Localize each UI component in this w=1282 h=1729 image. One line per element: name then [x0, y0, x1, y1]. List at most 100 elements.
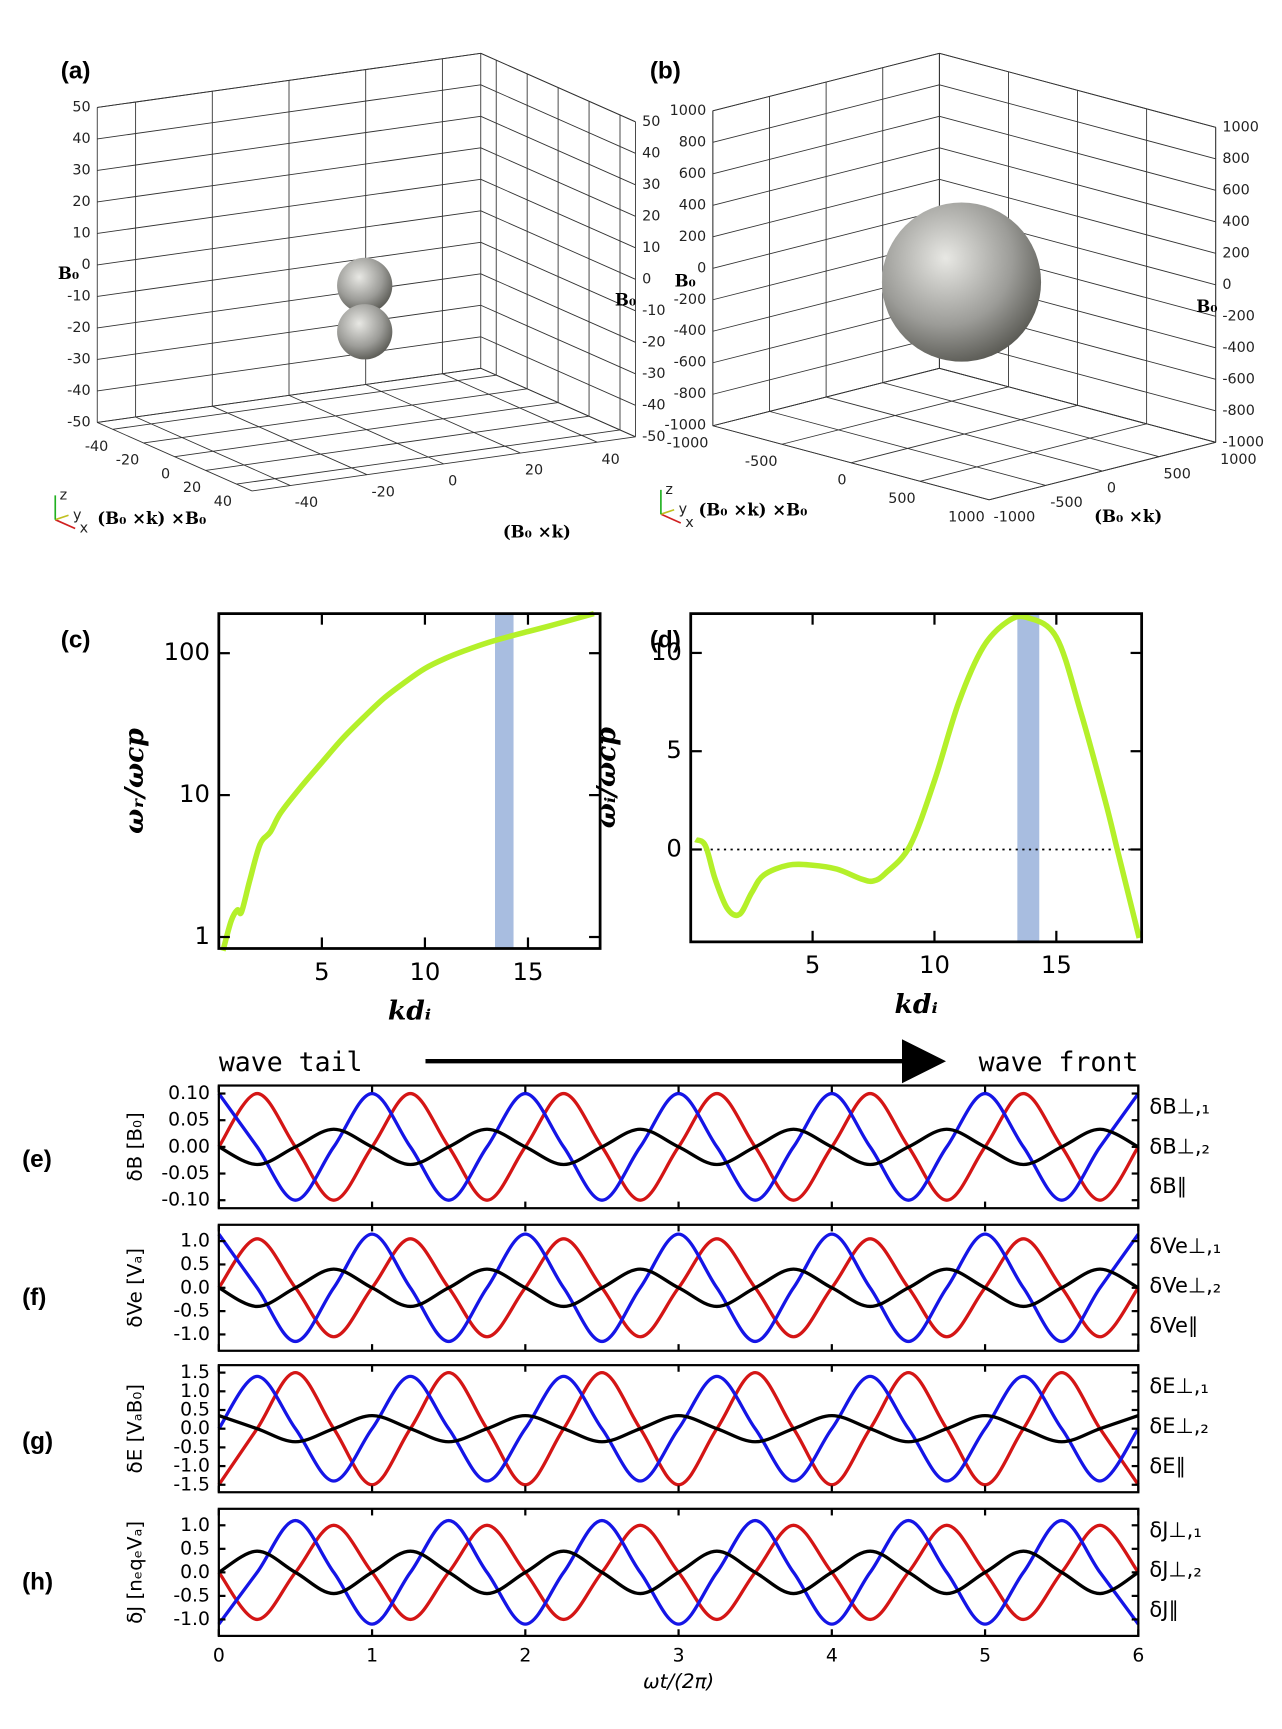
- z-tick-label: 30: [72, 162, 90, 178]
- orientation-label: y: [679, 502, 688, 518]
- z-tick-label: 20: [72, 194, 90, 210]
- z-tick-label: -20: [642, 334, 665, 350]
- orientation-label: y: [73, 507, 82, 523]
- legend-entry: δB∥: [1149, 1174, 1187, 1198]
- highlight-band: [1017, 613, 1040, 942]
- y-tick-label: 0.00: [168, 1136, 210, 1157]
- x-tick-label: 20: [525, 463, 543, 479]
- panel-label: (g): [22, 1428, 53, 1455]
- y-tick-label: 0.05: [168, 1110, 210, 1131]
- z-tick-label: 40: [72, 131, 90, 147]
- data-line: [217, 1374, 1140, 1483]
- y-tick-label: 1.5: [180, 1362, 210, 1383]
- grid-line: [174, 402, 559, 458]
- x-axis-label: (B₀ ×k): [503, 521, 571, 541]
- y-tick-label: 100: [164, 637, 210, 666]
- z-tick-label: -50: [67, 414, 90, 430]
- z-tick-label: -10: [67, 288, 90, 304]
- z-axis-label: B₀: [615, 289, 636, 309]
- z-tick-label: 200: [679, 229, 706, 245]
- z-tick-label: -400: [674, 323, 707, 339]
- panel-label: (b): [650, 58, 681, 85]
- z-tick-label: -10: [642, 303, 665, 319]
- isosurface: [337, 257, 393, 314]
- z-tick-label: 600: [679, 166, 706, 182]
- x-axis-label: ωt/(2π): [643, 1670, 714, 1693]
- y-tick-label: 1.0: [180, 1231, 210, 1252]
- z-tick-label: 800: [679, 134, 706, 150]
- x-axis-label: kdᵢ: [388, 996, 431, 1027]
- isosurface: [337, 304, 393, 360]
- x-tick-label: 15: [513, 957, 544, 986]
- z-tick-label: 1000: [1222, 119, 1259, 135]
- panel-label: (h): [22, 1568, 53, 1595]
- data-line: [218, 1413, 1139, 1444]
- grid-line: [205, 415, 590, 471]
- y-tick-label: 40: [214, 494, 232, 510]
- legend-entry: δJ⊥,₂: [1149, 1558, 1201, 1582]
- z-tick-label: -600: [674, 355, 707, 371]
- y-tick-label: 1000: [948, 509, 985, 525]
- orientation-axis: [54, 514, 69, 521]
- x-tick-label: 500: [1163, 466, 1190, 482]
- z-tick-label: 0: [81, 257, 90, 273]
- isosurface: [881, 202, 1042, 362]
- x-tick-label: 5: [314, 957, 329, 986]
- grid-line: [850, 404, 1078, 464]
- data-line: [220, 610, 595, 952]
- data-line: [218, 1127, 1140, 1167]
- legend-entry: δE⊥,₂: [1149, 1414, 1208, 1438]
- panel-label: (c): [61, 627, 91, 654]
- z-tick-label: 40: [642, 145, 660, 161]
- x-tick-label: -500: [1050, 495, 1083, 511]
- z-tick-label: -800: [1222, 403, 1255, 419]
- y-axis-label: δB [B₀]: [123, 1112, 146, 1181]
- z-tick-label: -600: [1222, 371, 1255, 387]
- x-tick-label: 0: [1107, 481, 1116, 497]
- z-axis-label: B₀: [1196, 296, 1217, 316]
- grid-line: [112, 374, 497, 430]
- x-tick-label: 10: [409, 957, 440, 986]
- x-axis-label: (B₀ ×k) ×B₀: [698, 499, 807, 519]
- grid-line: [712, 367, 940, 427]
- y-axis-label: δVe [Vₐ]: [123, 1248, 146, 1328]
- plot-frame: [689, 612, 1144, 944]
- panel-label: (d): [650, 627, 681, 654]
- x-tick-label: 5: [805, 950, 820, 979]
- z-tick-label: 0: [1222, 277, 1231, 293]
- y-tick-label: 0.5: [180, 1538, 210, 1559]
- x-tick-label: 1000: [1220, 452, 1257, 468]
- x-tick-label: 15: [1041, 950, 1072, 979]
- x-tick-label: -1000: [994, 509, 1036, 525]
- z-tick-label: 1000: [670, 103, 707, 119]
- panel-label: (a): [61, 58, 91, 85]
- y-axis-label: δJ [nₑqₑVₐ]: [123, 1521, 146, 1624]
- y-tick-label: 0: [161, 466, 170, 482]
- legend-entry: δJ∥: [1149, 1597, 1179, 1621]
- data-line: [217, 1232, 1140, 1344]
- y-tick-label: -1.0: [173, 1609, 210, 1630]
- z-tick-label: -40: [642, 397, 665, 413]
- grid-line: [236, 429, 621, 485]
- z-tick-label: 50: [72, 99, 90, 115]
- orientation-axis: [660, 513, 682, 524]
- z-tick-label: -400: [1222, 340, 1255, 356]
- y-tick-label: 1: [195, 921, 210, 950]
- z-tick-label: 30: [642, 177, 660, 193]
- x-tick-label: 2: [519, 1645, 531, 1666]
- z-tick-label: -20: [67, 320, 90, 336]
- legend-entry: δB⊥,₂: [1149, 1134, 1210, 1158]
- y-tick-label: -1.5: [173, 1474, 210, 1495]
- x-tick-label: 1: [366, 1645, 378, 1666]
- x-tick-label: 40: [602, 452, 620, 468]
- x-tick-label: -40: [295, 495, 318, 511]
- z-axis-label: B₀: [675, 271, 696, 291]
- x-tick-label: 4: [826, 1645, 838, 1666]
- z-tick-label: -40: [67, 383, 90, 399]
- data-line: [694, 613, 1142, 939]
- y-tick-label: 0.5: [180, 1400, 210, 1421]
- x-axis-label: kdᵢ: [895, 989, 938, 1020]
- y-tick-label: -40: [85, 439, 108, 455]
- y-tick-label: -0.05: [161, 1163, 210, 1184]
